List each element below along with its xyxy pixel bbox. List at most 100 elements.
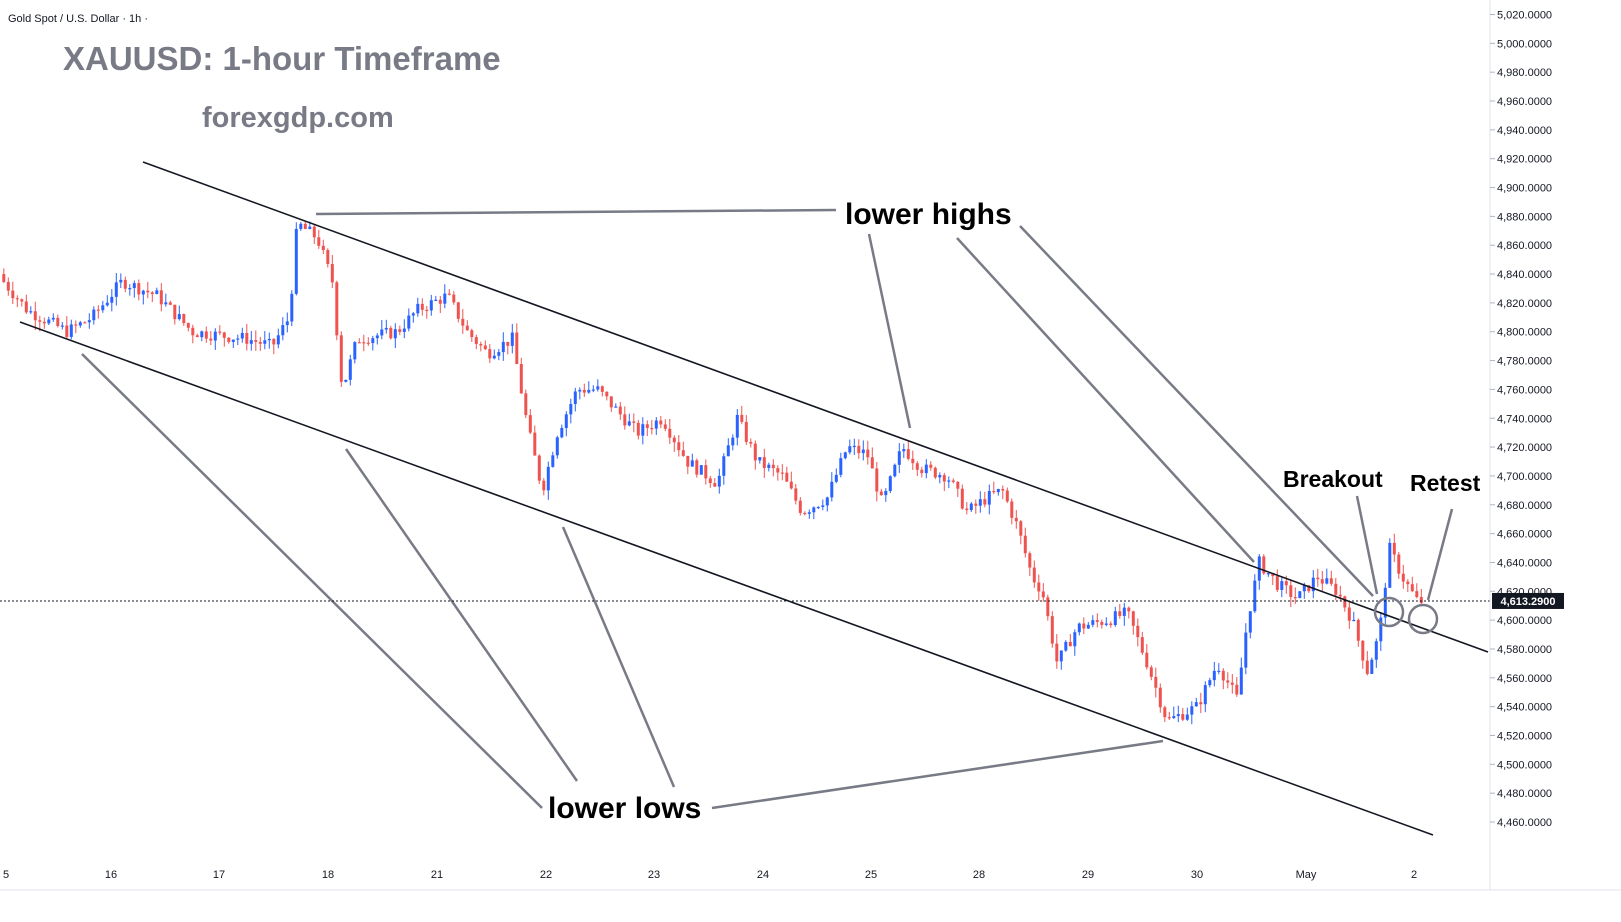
candle-body bbox=[1212, 670, 1216, 681]
candle-body bbox=[1172, 716, 1176, 719]
candle-body bbox=[1158, 687, 1162, 708]
trendlines-layer bbox=[19, 161, 1489, 836]
candle-body bbox=[1059, 650, 1063, 662]
candle-body bbox=[875, 468, 879, 492]
candle-body bbox=[384, 327, 388, 330]
candle-body bbox=[537, 455, 541, 481]
candle-body bbox=[1095, 620, 1099, 622]
candle-body bbox=[249, 340, 253, 344]
candle-body bbox=[969, 503, 973, 511]
symbol-label: Gold Spot / U.S. Dollar · 1h · bbox=[8, 13, 148, 25]
lower-highs-label: lower highs bbox=[845, 198, 1012, 231]
candle-body bbox=[753, 443, 757, 461]
candle-body bbox=[929, 464, 933, 468]
candle-body bbox=[137, 283, 141, 295]
candle-body bbox=[51, 317, 55, 320]
breakout-pointer bbox=[1355, 495, 1379, 595]
candle-body bbox=[515, 332, 519, 364]
x-tick-label: 16 bbox=[105, 869, 117, 881]
candle-body bbox=[578, 389, 582, 392]
price-axis[interactable]: 5,020.0000 5,000.0000 4,980.0000 4,960.0000… bbox=[1490, 10, 1552, 830]
y-tick-label: 4,480.0000 bbox=[1497, 788, 1552, 800]
candle-body bbox=[461, 318, 465, 326]
candle-body bbox=[1014, 517, 1018, 522]
candle-body bbox=[1203, 685, 1207, 705]
candle-body bbox=[101, 305, 105, 311]
lower-lows-pointer bbox=[81, 353, 543, 809]
candle-body bbox=[312, 226, 316, 238]
candle-body bbox=[713, 483, 717, 487]
upper-channel-line[interactable] bbox=[142, 161, 1489, 653]
x-tick-label: 30 bbox=[1191, 869, 1203, 881]
candle-body bbox=[735, 414, 739, 438]
candle-body bbox=[1253, 580, 1257, 612]
candle-body bbox=[600, 386, 604, 392]
lower-highs-pointer bbox=[956, 237, 1255, 563]
candle-body bbox=[771, 464, 775, 469]
candle-body bbox=[146, 290, 150, 293]
y-tick-label: 4,740.0000 bbox=[1497, 413, 1552, 425]
candle-body bbox=[1001, 488, 1005, 491]
y-tick-label: 4,580.0000 bbox=[1497, 644, 1552, 656]
candle-body bbox=[141, 290, 145, 295]
candle-body bbox=[78, 322, 82, 326]
candle-body bbox=[371, 338, 375, 344]
candle-body bbox=[1055, 643, 1059, 662]
candle-body bbox=[965, 508, 969, 511]
candles-layer bbox=[2, 220, 1423, 725]
candle-body bbox=[992, 491, 996, 493]
candle-body bbox=[983, 499, 987, 505]
candle-body bbox=[308, 226, 312, 229]
candle-body bbox=[272, 338, 276, 345]
candle-body bbox=[1415, 591, 1419, 598]
candle-body bbox=[335, 282, 339, 336]
candle-body bbox=[641, 424, 645, 436]
candle-body bbox=[1064, 641, 1068, 651]
candle-body bbox=[870, 457, 874, 469]
candle-body bbox=[722, 456, 726, 476]
candle-body bbox=[1275, 576, 1279, 590]
candle-body bbox=[236, 338, 240, 340]
candle-body bbox=[582, 389, 586, 393]
candle-body bbox=[740, 414, 744, 422]
candle-body bbox=[1023, 535, 1027, 554]
x-tick-label: 18 bbox=[322, 869, 334, 881]
candle-body bbox=[560, 427, 564, 438]
candle-body bbox=[749, 441, 753, 444]
candle-body bbox=[731, 437, 735, 446]
candle-body bbox=[816, 506, 820, 509]
candle-body bbox=[1113, 611, 1117, 626]
candle-body bbox=[654, 420, 658, 429]
candle-body bbox=[1379, 617, 1383, 642]
y-tick-label: 4,540.0000 bbox=[1497, 702, 1552, 714]
candle-body bbox=[488, 349, 492, 359]
candle-body bbox=[1068, 641, 1072, 647]
candle-body bbox=[1361, 640, 1365, 661]
candle-body bbox=[299, 223, 303, 229]
y-tick-label: 4,900.0000 bbox=[1497, 183, 1552, 195]
candle-body bbox=[1208, 680, 1212, 686]
candle-body bbox=[357, 342, 361, 344]
y-tick-label: 4,600.0000 bbox=[1497, 615, 1552, 627]
candle-body bbox=[884, 490, 888, 496]
candle-body bbox=[290, 293, 294, 322]
y-tick-label: 4,960.0000 bbox=[1497, 96, 1552, 108]
lower-channel-line[interactable] bbox=[19, 321, 1434, 836]
candle-body bbox=[789, 481, 793, 489]
time-axis[interactable]: 5 16 17 18 21 22 23 24 25 28 29 30 May 2 bbox=[3, 869, 1417, 881]
candle-body bbox=[1050, 616, 1054, 644]
y-tick-label: 4,820.0000 bbox=[1497, 298, 1552, 310]
candle-body bbox=[1325, 578, 1329, 584]
candle-body bbox=[497, 352, 501, 356]
candle-body bbox=[348, 359, 352, 380]
candle-body bbox=[857, 445, 861, 454]
candle-body bbox=[686, 455, 690, 467]
candle-body bbox=[915, 463, 919, 470]
candle-body bbox=[668, 428, 672, 438]
retest-marker-icon bbox=[1407, 603, 1439, 635]
candle-body bbox=[452, 294, 456, 303]
candle-body bbox=[402, 328, 406, 332]
candle-body bbox=[276, 335, 280, 345]
